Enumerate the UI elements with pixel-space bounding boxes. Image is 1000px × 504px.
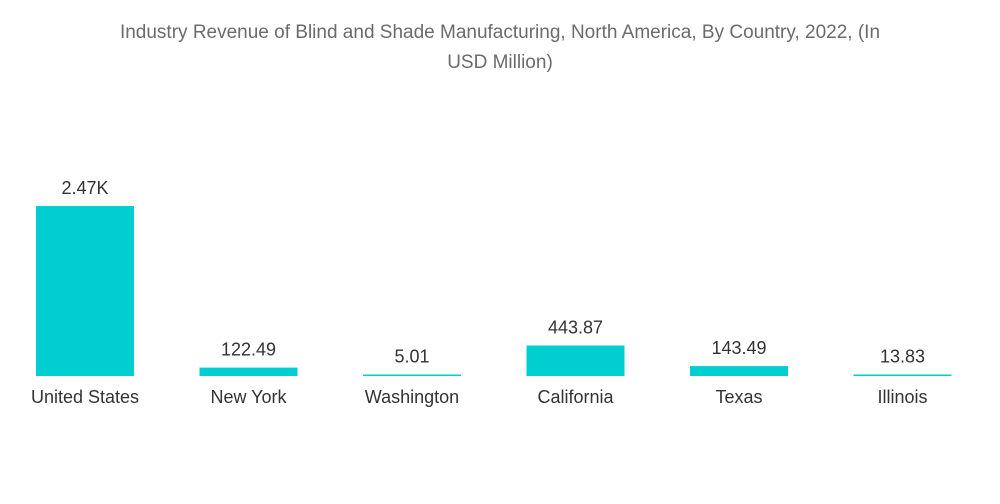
category-label-united-states: United States — [31, 387, 139, 407]
bar-california — [526, 345, 625, 376]
bars-group — [36, 206, 952, 376]
category-label-california: California — [537, 387, 614, 407]
value-label-illinois: 13.83 — [880, 347, 925, 367]
value-label-washington: 5.01 — [394, 347, 429, 367]
chart-title-line-1: Industry Revenue of Blind and Shade Manu… — [120, 22, 880, 43]
bar-illinois — [853, 374, 952, 376]
value-label-new-york: 122.49 — [221, 340, 276, 360]
chart-title-line-2: USD Million) — [447, 52, 553, 73]
category-labels-group: United States New York Washington Californi… — [31, 387, 928, 407]
value-label-california: 443.87 — [548, 318, 603, 338]
bar-united-states — [36, 206, 134, 376]
category-label-illinois: Illinois — [877, 387, 927, 407]
category-label-texas: Texas — [715, 387, 762, 407]
value-labels-group: 2.47K 122.49 5.01 443.87 143.49 13.83 — [61, 178, 925, 367]
value-label-united-states: 2.47K — [61, 178, 108, 198]
value-label-texas: 143.49 — [711, 338, 766, 358]
bar-washington — [363, 374, 461, 376]
category-label-washington: Washington — [365, 387, 459, 407]
category-label-new-york: New York — [210, 387, 287, 407]
bar-texas — [690, 366, 788, 376]
bar-new-york — [199, 367, 298, 376]
